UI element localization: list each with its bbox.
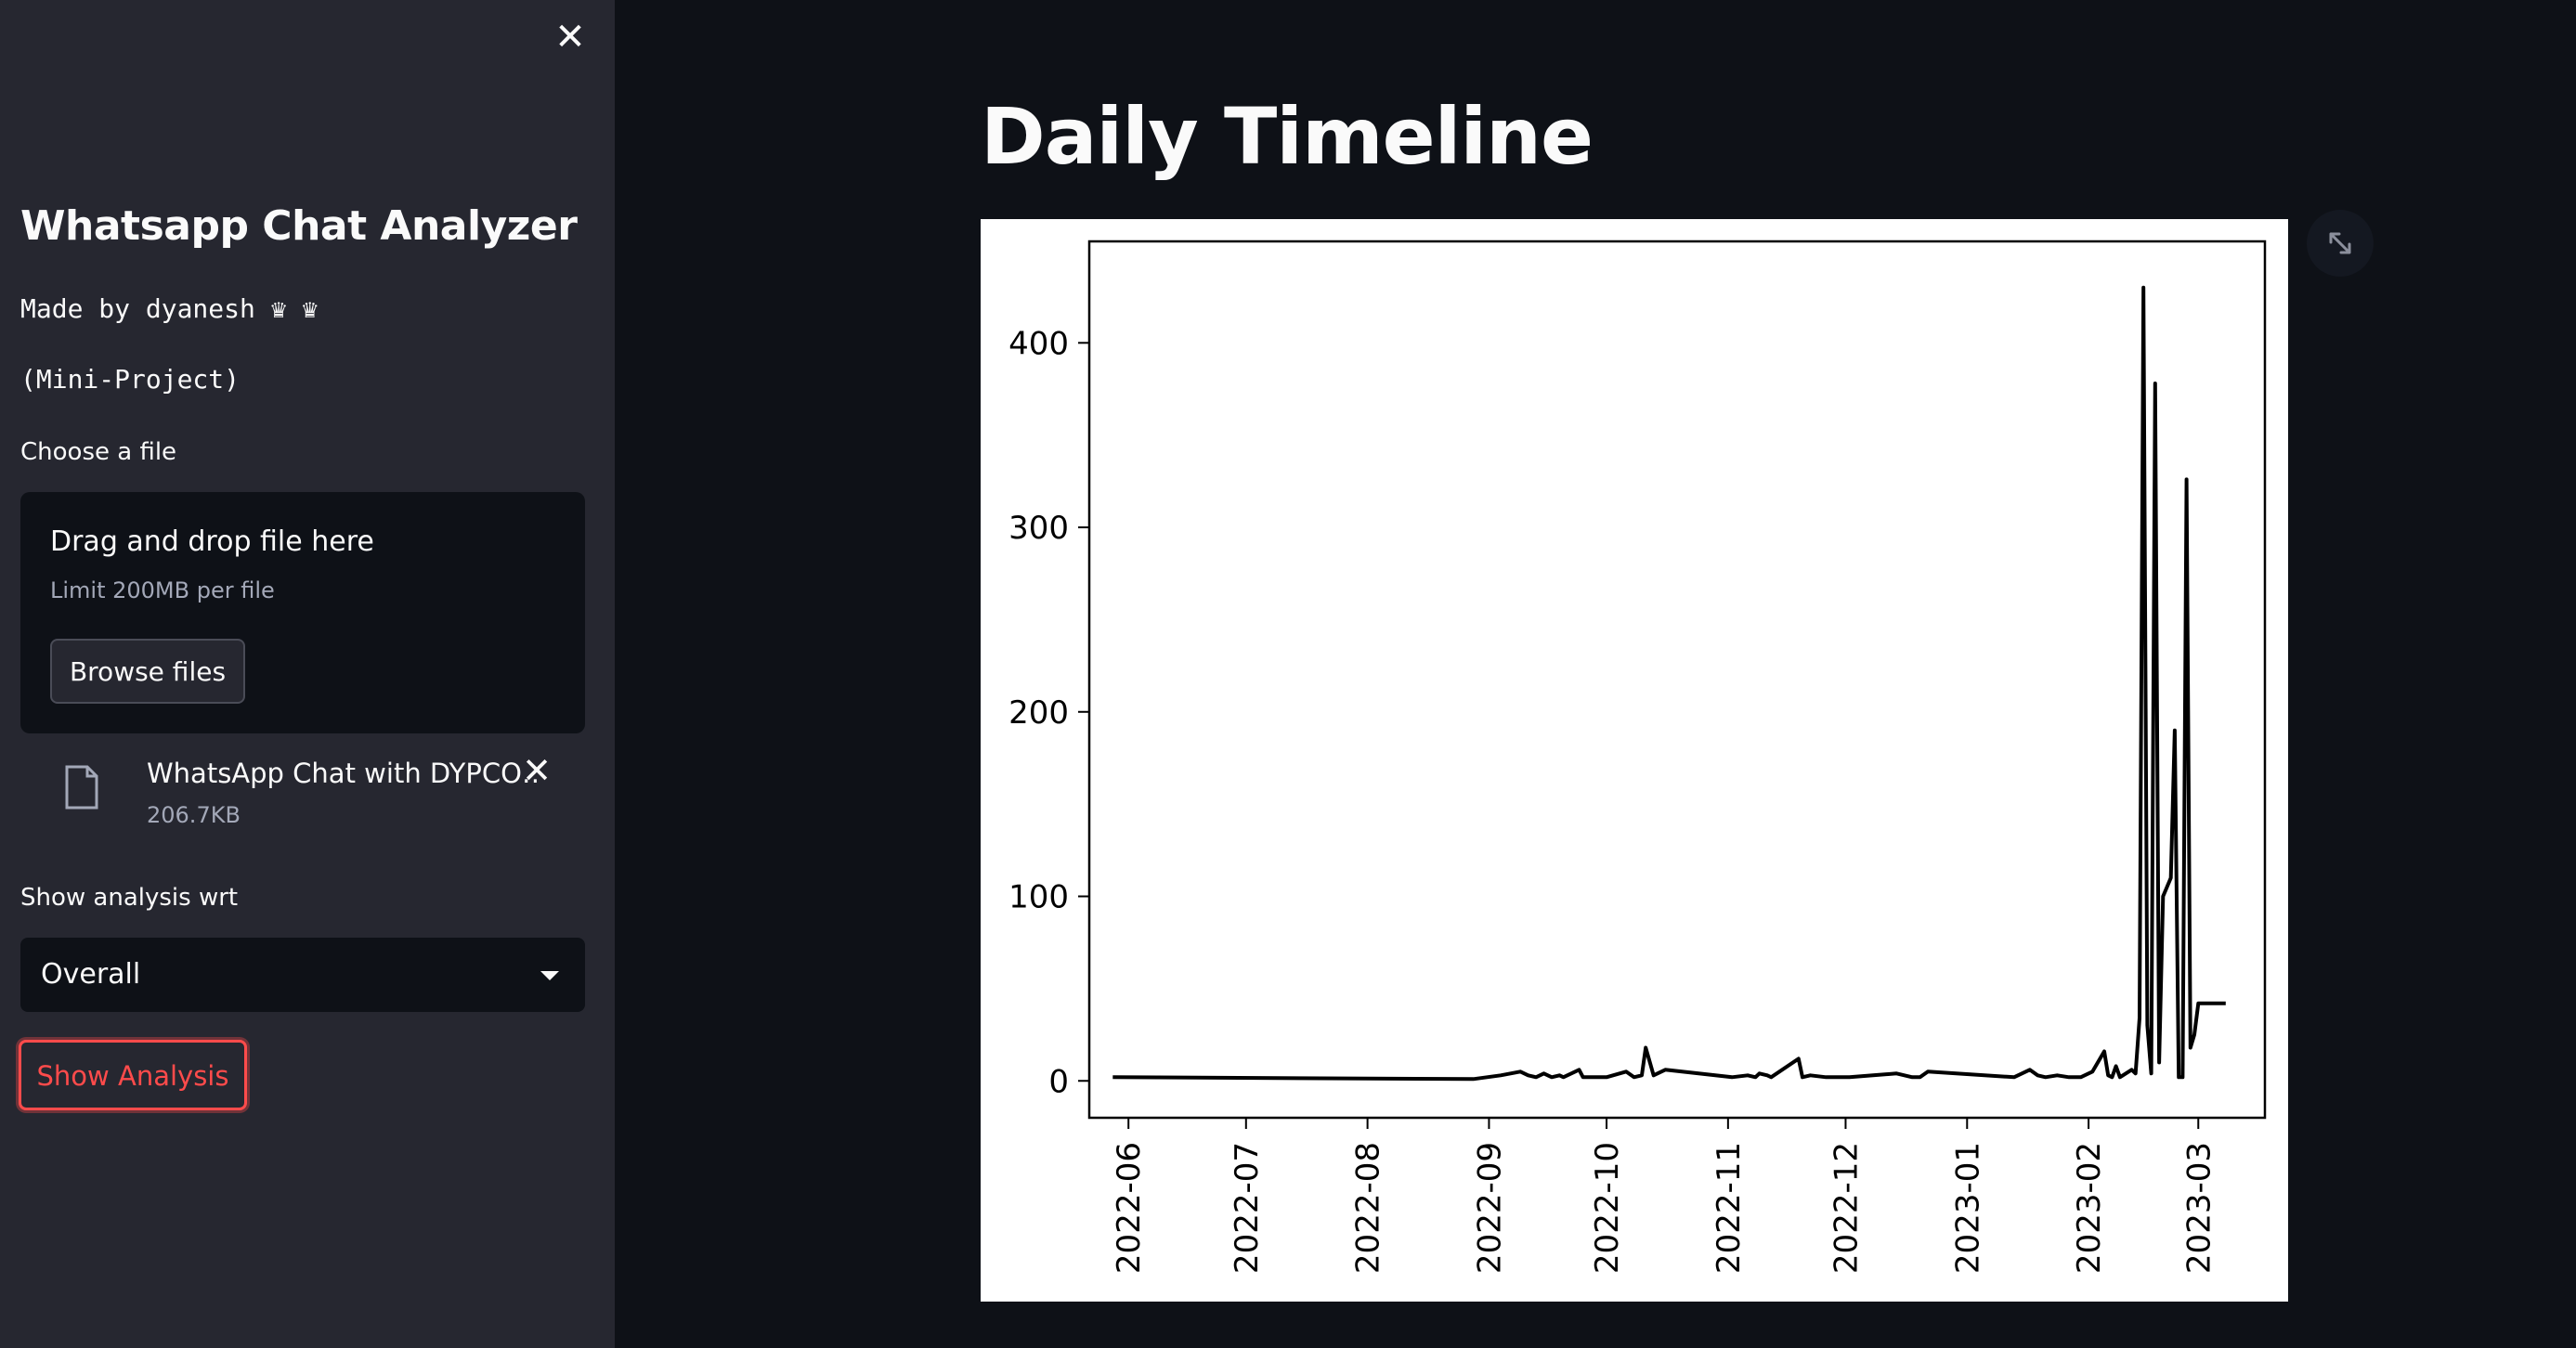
remove-file-button[interactable]: ✕	[516, 750, 557, 791]
dropzone-limit: Limit 200MB per file	[50, 577, 275, 603]
x-tick-label: 2022-11	[1711, 1142, 1748, 1274]
made-by-text: Made by dyanesh ♛ ♛	[20, 293, 319, 324]
series-line	[1112, 285, 2226, 1082]
x-tick-label: 2023-01	[1949, 1142, 1986, 1274]
sidebar: ✕ Whatsapp Chat Analyzer Made by dyanesh…	[0, 0, 615, 1348]
x-tick-label: 2022-06	[1111, 1142, 1148, 1274]
uploaded-file-size: 206.7KB	[147, 802, 241, 828]
y-tick-label: 100	[1008, 879, 1069, 916]
x-tick-label: 2022-07	[1229, 1142, 1266, 1274]
x-tick-label: 2023-03	[2180, 1142, 2218, 1274]
plot-frame	[1087, 240, 2267, 1120]
x-tick-label: 2022-08	[1350, 1142, 1387, 1274]
x-tick-label: 2022-12	[1828, 1142, 1865, 1274]
file-icon	[65, 765, 98, 810]
daily-timeline-chart: 0 100 200 300 400 2022-06 2022-07 2022-08 2022-0…	[981, 219, 2288, 1302]
y-tick-label: 0	[1048, 1063, 1069, 1100]
fullscreen-button[interactable]	[2307, 210, 2374, 277]
x-tick-label: 2022-10	[1589, 1142, 1626, 1274]
y-tick-label: 400	[1008, 325, 1069, 362]
uploaded-file-item: WhatsApp Chat with DYPCO… 206.7KB ✕	[20, 750, 585, 834]
dropzone-title: Drag and drop file here	[50, 525, 374, 558]
analysis-select-label: Show analysis wrt	[20, 884, 239, 912]
analysis-user-select[interactable]: Overall	[20, 938, 585, 1012]
y-tick-label: 200	[1008, 694, 1069, 732]
chart-svg: 0 100 200 300 400 2022-06 2022-07 2022-08 2022-0…	[1008, 240, 2267, 1274]
show-analysis-button[interactable]: Show Analysis	[19, 1040, 247, 1110]
file-uploader-label: Choose a file	[20, 438, 177, 466]
close-icon: ✕	[522, 750, 552, 791]
page-title: Daily Timeline	[981, 91, 1594, 182]
close-icon: ✕	[554, 16, 586, 58]
close-sidebar-button[interactable]: ✕	[550, 17, 591, 58]
uploaded-file-name: WhatsApp Chat with DYPCO…	[147, 758, 537, 789]
subtitle-text: (Mini-Project)	[20, 364, 241, 395]
analysis-select-value: Overall	[41, 958, 141, 991]
x-tick-label: 2022-09	[1471, 1142, 1508, 1274]
y-tick-label: 300	[1008, 510, 1069, 547]
file-dropzone[interactable]: Drag and drop file here Limit 200MB per …	[20, 492, 585, 733]
browse-files-button[interactable]: Browse files	[50, 639, 245, 704]
fullscreen-icon	[2329, 232, 2351, 254]
x-tick-label: 2023-02	[2071, 1142, 2108, 1274]
app-title: Whatsapp Chat Analyzer	[20, 202, 578, 250]
chevron-down-icon	[540, 971, 559, 980]
